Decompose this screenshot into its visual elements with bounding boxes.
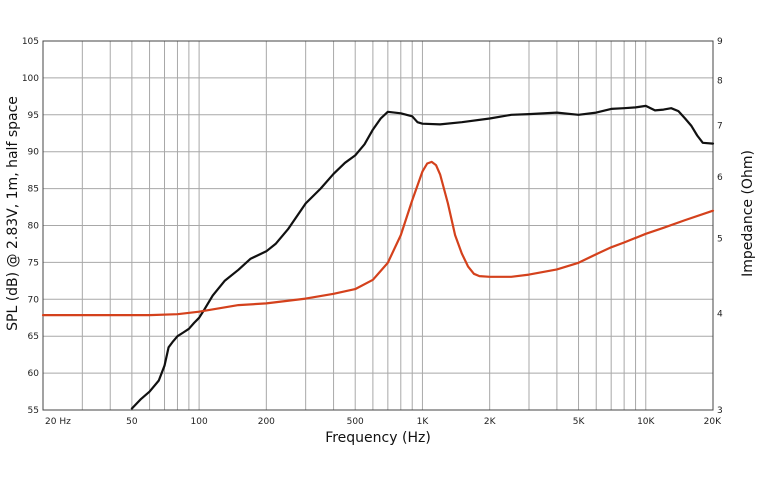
spl-curve xyxy=(130,104,715,410)
x-tick-label: 2K xyxy=(484,417,497,427)
plot-frame xyxy=(42,40,714,411)
x-tick-label: 50 xyxy=(126,417,138,427)
impedance-curve xyxy=(41,160,715,317)
x-tick-label: 20 Hz xyxy=(45,417,71,427)
y2-tick-label: 5 xyxy=(717,234,723,244)
y-tick-label: 85 xyxy=(28,185,39,195)
x-tick-label: 10K xyxy=(637,417,655,427)
y-tick-label: 75 xyxy=(28,258,39,268)
y-tick-label: 60 xyxy=(28,369,40,379)
x-tick-label: 200 xyxy=(258,417,275,427)
y-tick-label: 70 xyxy=(28,295,40,305)
y2-tick-label: 9 xyxy=(717,37,723,47)
series-layer xyxy=(41,104,715,410)
y-tick-label: 90 xyxy=(28,148,40,158)
y2-tick-label: 7 xyxy=(717,121,723,131)
y-tick-label: 55 xyxy=(28,406,39,416)
y-axis-title: SPL (dB) @ 2.83V, 1m, half space xyxy=(5,96,21,331)
y2-axis-title: Impedance (Ohm) xyxy=(740,150,756,277)
y-tick-label: 105 xyxy=(22,37,39,47)
y2-tick-label: 4 xyxy=(717,309,723,319)
y2-tick-label: 8 xyxy=(717,77,723,87)
x-tick-label: 1K xyxy=(417,417,430,427)
x-axis-title: Frequency (Hz) xyxy=(325,430,431,446)
y-tick-label: 80 xyxy=(28,222,40,232)
x-tick-label: 20K xyxy=(704,417,722,427)
y-tick-label: 65 xyxy=(28,332,39,342)
y-tick-label: 95 xyxy=(28,111,39,121)
y2-tick-label: 6 xyxy=(717,173,723,183)
tick-labels: 20 Hz 50 100 200 500 1K 2K 5K 10K 20K556065707580… xyxy=(22,37,723,427)
y2-tick-label: 3 xyxy=(717,406,723,416)
grid xyxy=(42,40,714,411)
x-tick-label: 500 xyxy=(347,417,364,427)
y-tick-label: 100 xyxy=(22,74,39,84)
x-tick-label: 5K xyxy=(573,417,586,427)
x-tick-label: 100 xyxy=(191,417,208,427)
